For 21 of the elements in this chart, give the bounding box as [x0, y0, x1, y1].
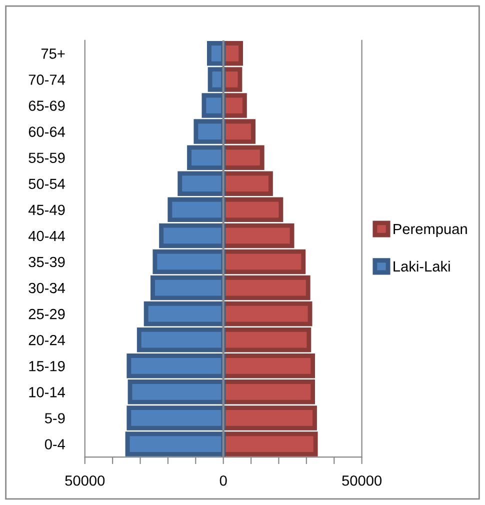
- y-tick-label: 30-34: [28, 282, 66, 294]
- x-tick-label: 0: [220, 475, 227, 486]
- y-tick-label: 0-4: [44, 439, 66, 450]
- x-tick-label: 50000: [65, 475, 105, 486]
- y-tick-label: 20-24: [28, 334, 66, 346]
- legend-label: Perempuan: [394, 224, 467, 238]
- y-tick-label: 35-39: [28, 256, 65, 268]
- y-tick-label: 25-29: [28, 308, 65, 320]
- y-tick-label: 60-64: [28, 126, 66, 137]
- legend-label: Laki-Laki: [394, 260, 450, 272]
- y-tick-label: 50-54: [28, 178, 66, 190]
- y-tick-label: 45-49: [28, 204, 65, 216]
- y-tick-label: 40-44: [28, 230, 66, 242]
- y-tick-label: 75+: [41, 48, 65, 59]
- y-tick-label: 15-19: [29, 360, 65, 372]
- y-tick-label: 10-14: [29, 387, 66, 398]
- y-tick-label: 55-59: [28, 152, 65, 164]
- y-tick-label: 65-69: [28, 100, 65, 111]
- y-tick-label: 70-74: [28, 74, 66, 85]
- y-tick-label: 5-9: [44, 413, 65, 424]
- x-tick-label: 50000: [342, 475, 382, 486]
